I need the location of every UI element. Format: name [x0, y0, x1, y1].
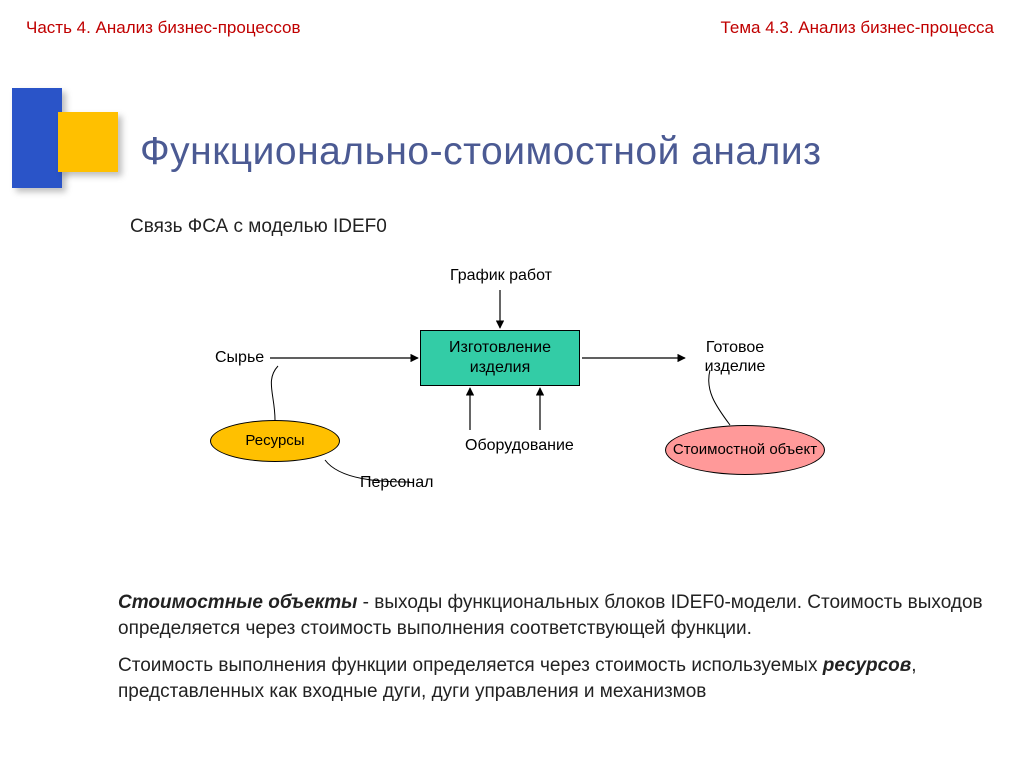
decor-yellow-square: [58, 112, 118, 172]
center-process-label: Изготовление изделия: [421, 338, 579, 378]
label-mechanism-equipment: Оборудование: [465, 436, 574, 455]
resources-ellipse: Ресурсы: [210, 420, 340, 462]
header-right: Тема 4.3. Анализ бизнес-процесса: [720, 18, 994, 38]
cost-object-ellipse: Стоимостной объект: [665, 425, 825, 475]
slide-subtitle: Связь ФСА с моделью IDEF0: [130, 216, 387, 238]
p2-a: Стоимость выполнения функции определяетс…: [118, 655, 823, 676]
cost-object-label: Стоимостной объект: [673, 441, 817, 458]
label-output: Готовое изделие: [690, 338, 780, 376]
label-mechanism-personal: Персонал: [360, 473, 433, 492]
p2-bold: ресурсов: [823, 655, 912, 676]
center-process-box: Изготовление изделия: [420, 330, 580, 386]
resources-label: Ресурсы: [245, 432, 304, 449]
body-text: Стоимостные объекты - выходы функциональ…: [118, 590, 988, 717]
label-control: График работ: [450, 266, 552, 285]
decor-blue-rect: [12, 88, 62, 188]
label-input: Сырье: [215, 348, 264, 367]
header-left: Часть 4. Анализ бизнес-процессов: [26, 18, 301, 38]
slide-title: Функционально-стоимостной анализ: [140, 130, 822, 174]
idef0-diagram: Сырье График работ Персонал Оборудование…: [130, 260, 900, 510]
p1-bold: Стоимостные объекты: [118, 592, 357, 613]
